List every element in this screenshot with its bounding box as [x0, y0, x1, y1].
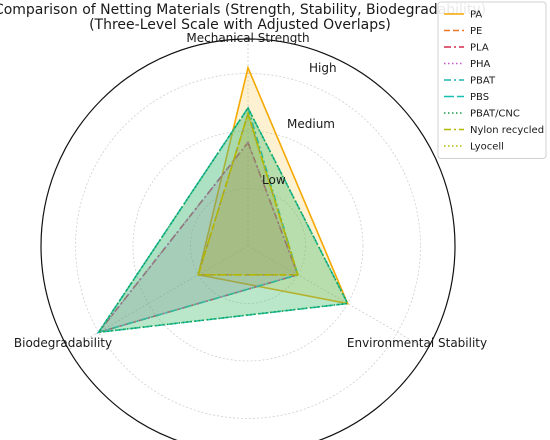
grid-ring-medium — [132, 130, 364, 362]
series-area — [198, 113, 298, 275]
series-pbat-cnc — [96, 106, 349, 334]
legend-item: PA — [444, 10, 482, 21]
legend-label: Nylon recycled — [470, 125, 544, 136]
axis-label: Biodegradability — [14, 336, 112, 350]
grid-ring-low — [190, 188, 306, 304]
legend-item: PHA — [444, 59, 491, 70]
series-line — [197, 111, 299, 276]
series-area — [98, 108, 348, 333]
series-area — [98, 142, 298, 333]
axis-label: Mechanical Strength — [186, 31, 309, 45]
legend-label: Lyocell — [470, 142, 504, 153]
series-area — [98, 142, 298, 333]
radar-labels: Mechanical Strength Environmental Stabili… — [14, 31, 487, 350]
legend: PA PE PLA PHA PBAT PBS PBAT/CNC Nylon recycled L… — [437, 1, 547, 159]
legend-label: PE — [470, 26, 482, 37]
legend-item: Lyocell — [444, 142, 504, 153]
series-pha — [96, 140, 299, 334]
legend-label: PBAT — [470, 76, 496, 87]
legend-label: PBAT/CNC — [470, 109, 520, 120]
series-line — [96, 140, 299, 334]
legend-label: PA — [470, 10, 482, 21]
legend-box — [437, 1, 547, 159]
legend-item: PBS — [444, 92, 489, 103]
axis-label: Environmental Stability — [347, 336, 487, 350]
level-label: Low — [262, 173, 286, 187]
series-area — [98, 108, 298, 333]
legend-item: PE — [444, 26, 482, 37]
chart-title-line-1: Comparison of Netting Materials (Strengt… — [0, 2, 486, 18]
outer-frame — [40, 38, 456, 440]
series-lyocell — [197, 111, 299, 276]
level-label: High — [309, 61, 337, 75]
axis-spoke — [247, 245, 428, 350]
legend-item: PBAT/CNC — [444, 109, 520, 120]
series-line — [197, 65, 349, 305]
legend-label: PLA — [470, 43, 489, 54]
level-label: Medium — [287, 117, 335, 131]
series-area — [198, 113, 298, 275]
radar-series — [96, 65, 349, 334]
legend-item: PBAT — [444, 76, 496, 87]
legend-label: PBS — [470, 92, 489, 103]
series-nylon-recycled — [197, 111, 299, 276]
series-line — [96, 106, 349, 334]
legend-label: PHA — [470, 59, 491, 70]
chart-title-line-2: (Three-Level Scale with Adjusted Overlap… — [89, 17, 391, 33]
legend-item: PLA — [444, 43, 489, 54]
series-area — [198, 113, 298, 275]
legend-item: Nylon recycled — [444, 125, 544, 136]
series-area — [98, 108, 348, 333]
